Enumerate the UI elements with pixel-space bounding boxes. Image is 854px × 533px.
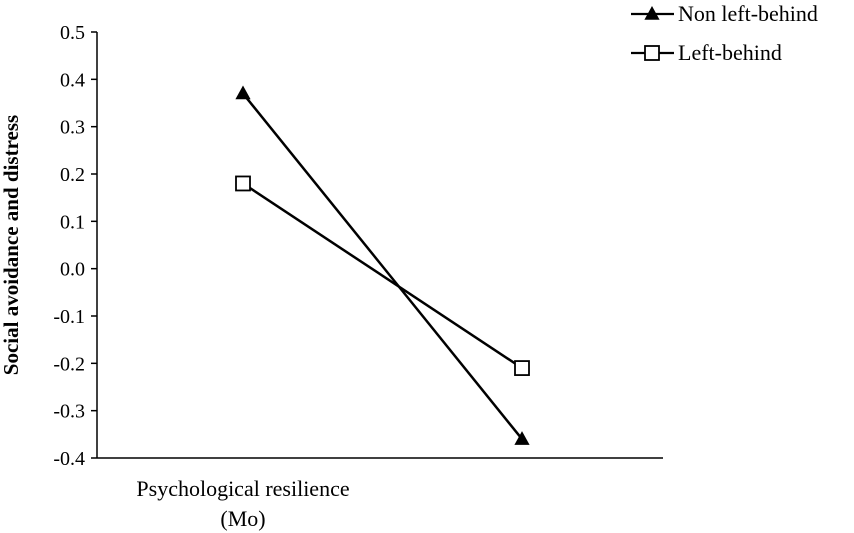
data-point-square	[235, 175, 251, 192]
y-tick-label: 0.0	[60, 259, 85, 281]
y-tick-label: -0.4	[53, 448, 85, 470]
y-tick-label: -0.1	[53, 306, 85, 328]
legend-label: Left-behind	[678, 40, 782, 65]
y-tick-label: 0.1	[60, 211, 85, 233]
x-category-label-line2: (Mo)	[220, 506, 265, 531]
data-point-triangle	[235, 85, 251, 100]
x-category-label-line1: Psychological resilience	[136, 476, 349, 501]
y-axis-ticks: 0.5 0.4 0.3 0.2 0.1 0.0 -0.1 -0.2 -0.3 -0.4	[53, 22, 97, 470]
y-tick-label: -0.3	[53, 401, 85, 423]
series-layer	[235, 85, 530, 445]
data-point-triangle	[514, 431, 530, 445]
data-point-square	[514, 360, 530, 376]
series-line-1	[242, 92, 523, 440]
legend-label: Non left-behind	[678, 1, 818, 26]
y-tick-label: -0.2	[53, 353, 85, 375]
y-axis-title: Social avoidance and distress	[0, 115, 23, 375]
y-tick-label: 0.2	[60, 164, 85, 186]
y-tick-label: 0.3	[60, 117, 85, 139]
y-tick-label: 0.5	[60, 22, 85, 44]
y-tick-label: 0.4	[60, 69, 85, 91]
legend: Non left-behind Left-behind	[631, 1, 818, 65]
series-line-2	[242, 182, 523, 370]
legend-marker-square	[644, 45, 660, 61]
legend-marker-triangle	[644, 6, 660, 20]
